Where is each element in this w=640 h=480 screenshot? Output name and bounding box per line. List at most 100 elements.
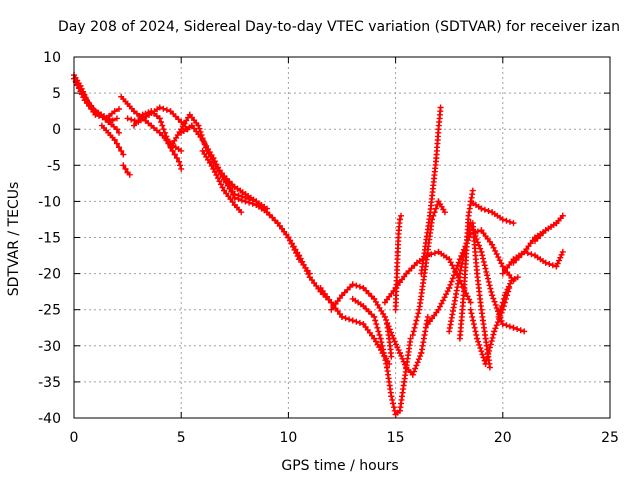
axis-ticks: 0 5 10 15 20 25 10 5 0 -5 -10 -15 -20 -25 -30 -35 -40 bbox=[38, 50, 619, 446]
data-point bbox=[118, 147, 125, 154]
data-point bbox=[169, 147, 176, 154]
data-point bbox=[453, 265, 460, 272]
data-point bbox=[483, 268, 490, 275]
data-point bbox=[521, 248, 528, 255]
y-tick-label: -15 bbox=[38, 231, 61, 247]
data-point bbox=[451, 272, 457, 279]
data-point bbox=[449, 262, 456, 269]
data-point bbox=[159, 122, 166, 129]
data-point bbox=[524, 250, 531, 257]
data-point bbox=[238, 197, 245, 204]
data-point bbox=[469, 187, 476, 194]
data-point bbox=[235, 196, 242, 202]
data-point bbox=[122, 165, 129, 172]
data-point bbox=[211, 169, 218, 175]
data-point bbox=[477, 345, 484, 352]
data-point bbox=[383, 360, 390, 367]
data-point bbox=[390, 400, 396, 407]
data-point bbox=[467, 299, 474, 306]
series-arc-05 bbox=[120, 162, 133, 178]
data-point bbox=[389, 396, 396, 403]
data-point bbox=[557, 254, 564, 261]
data-point bbox=[163, 106, 170, 113]
data-point bbox=[468, 310, 475, 317]
series-arc-04 bbox=[98, 122, 127, 158]
data-point bbox=[156, 115, 163, 122]
series-arc-06 bbox=[118, 93, 185, 154]
data-point bbox=[161, 129, 168, 136]
data-point bbox=[485, 275, 491, 282]
data-point bbox=[210, 165, 217, 172]
data-point bbox=[437, 303, 443, 310]
data-point bbox=[196, 125, 203, 132]
data-point bbox=[346, 316, 353, 323]
data-point bbox=[195, 122, 202, 129]
data-point bbox=[480, 258, 487, 265]
data-point bbox=[414, 313, 421, 320]
data-point bbox=[479, 252, 486, 259]
series-arc-16 bbox=[328, 281, 431, 378]
data-point bbox=[126, 171, 133, 178]
data-point bbox=[542, 259, 549, 266]
data-point bbox=[528, 251, 535, 258]
data-point bbox=[491, 328, 498, 335]
data-point bbox=[474, 239, 481, 246]
data-point bbox=[480, 255, 486, 262]
data-point bbox=[506, 323, 513, 330]
data-point bbox=[470, 321, 477, 328]
series-arc-14 bbox=[221, 176, 335, 306]
series-arc-29 bbox=[495, 274, 521, 320]
data-point bbox=[305, 271, 312, 278]
data-point bbox=[492, 325, 499, 332]
data-point bbox=[353, 318, 360, 325]
data-point bbox=[486, 364, 493, 371]
data-point bbox=[302, 264, 309, 271]
data-point bbox=[242, 198, 249, 205]
data-point bbox=[111, 108, 118, 115]
series-arc-13 bbox=[210, 158, 313, 277]
data-point bbox=[488, 338, 495, 345]
data-point bbox=[489, 292, 496, 299]
data-point bbox=[479, 351, 486, 358]
data-point bbox=[116, 106, 122, 112]
data-point bbox=[383, 317, 390, 323]
x-tick-label: 20 bbox=[494, 430, 512, 446]
data-point bbox=[474, 228, 481, 235]
data-point bbox=[511, 276, 518, 282]
y-tick-label: 5 bbox=[52, 86, 61, 102]
data-point bbox=[467, 306, 474, 313]
data-point bbox=[503, 217, 510, 224]
data-point bbox=[203, 143, 210, 149]
data-point bbox=[496, 310, 503, 317]
data-point bbox=[477, 245, 484, 252]
data-point bbox=[424, 313, 431, 320]
data-point bbox=[303, 268, 310, 274]
data-point bbox=[178, 147, 185, 154]
series-arc-17 bbox=[349, 295, 414, 418]
x-tick-label: 10 bbox=[279, 430, 297, 446]
data-point bbox=[177, 162, 184, 169]
y-tick-label: -20 bbox=[38, 267, 61, 283]
data-point bbox=[486, 282, 493, 289]
data-point bbox=[503, 322, 510, 329]
data-point bbox=[410, 328, 417, 335]
data-point bbox=[349, 317, 356, 324]
data-point bbox=[485, 208, 492, 214]
data-point bbox=[412, 365, 419, 372]
data-point bbox=[407, 335, 414, 342]
data-series bbox=[71, 72, 566, 418]
data-point bbox=[446, 256, 453, 263]
x-tick-label: 15 bbox=[387, 430, 405, 446]
data-point bbox=[474, 335, 481, 342]
series-arc-09 bbox=[163, 137, 185, 172]
data-point bbox=[484, 272, 491, 279]
data-point bbox=[455, 259, 462, 266]
data-point bbox=[431, 250, 438, 257]
series-arc-22 bbox=[418, 104, 444, 277]
data-point bbox=[99, 114, 106, 121]
data-point bbox=[559, 212, 566, 219]
data-point bbox=[497, 306, 504, 313]
data-point bbox=[226, 178, 233, 185]
data-point bbox=[219, 184, 226, 191]
data-point bbox=[489, 334, 496, 341]
